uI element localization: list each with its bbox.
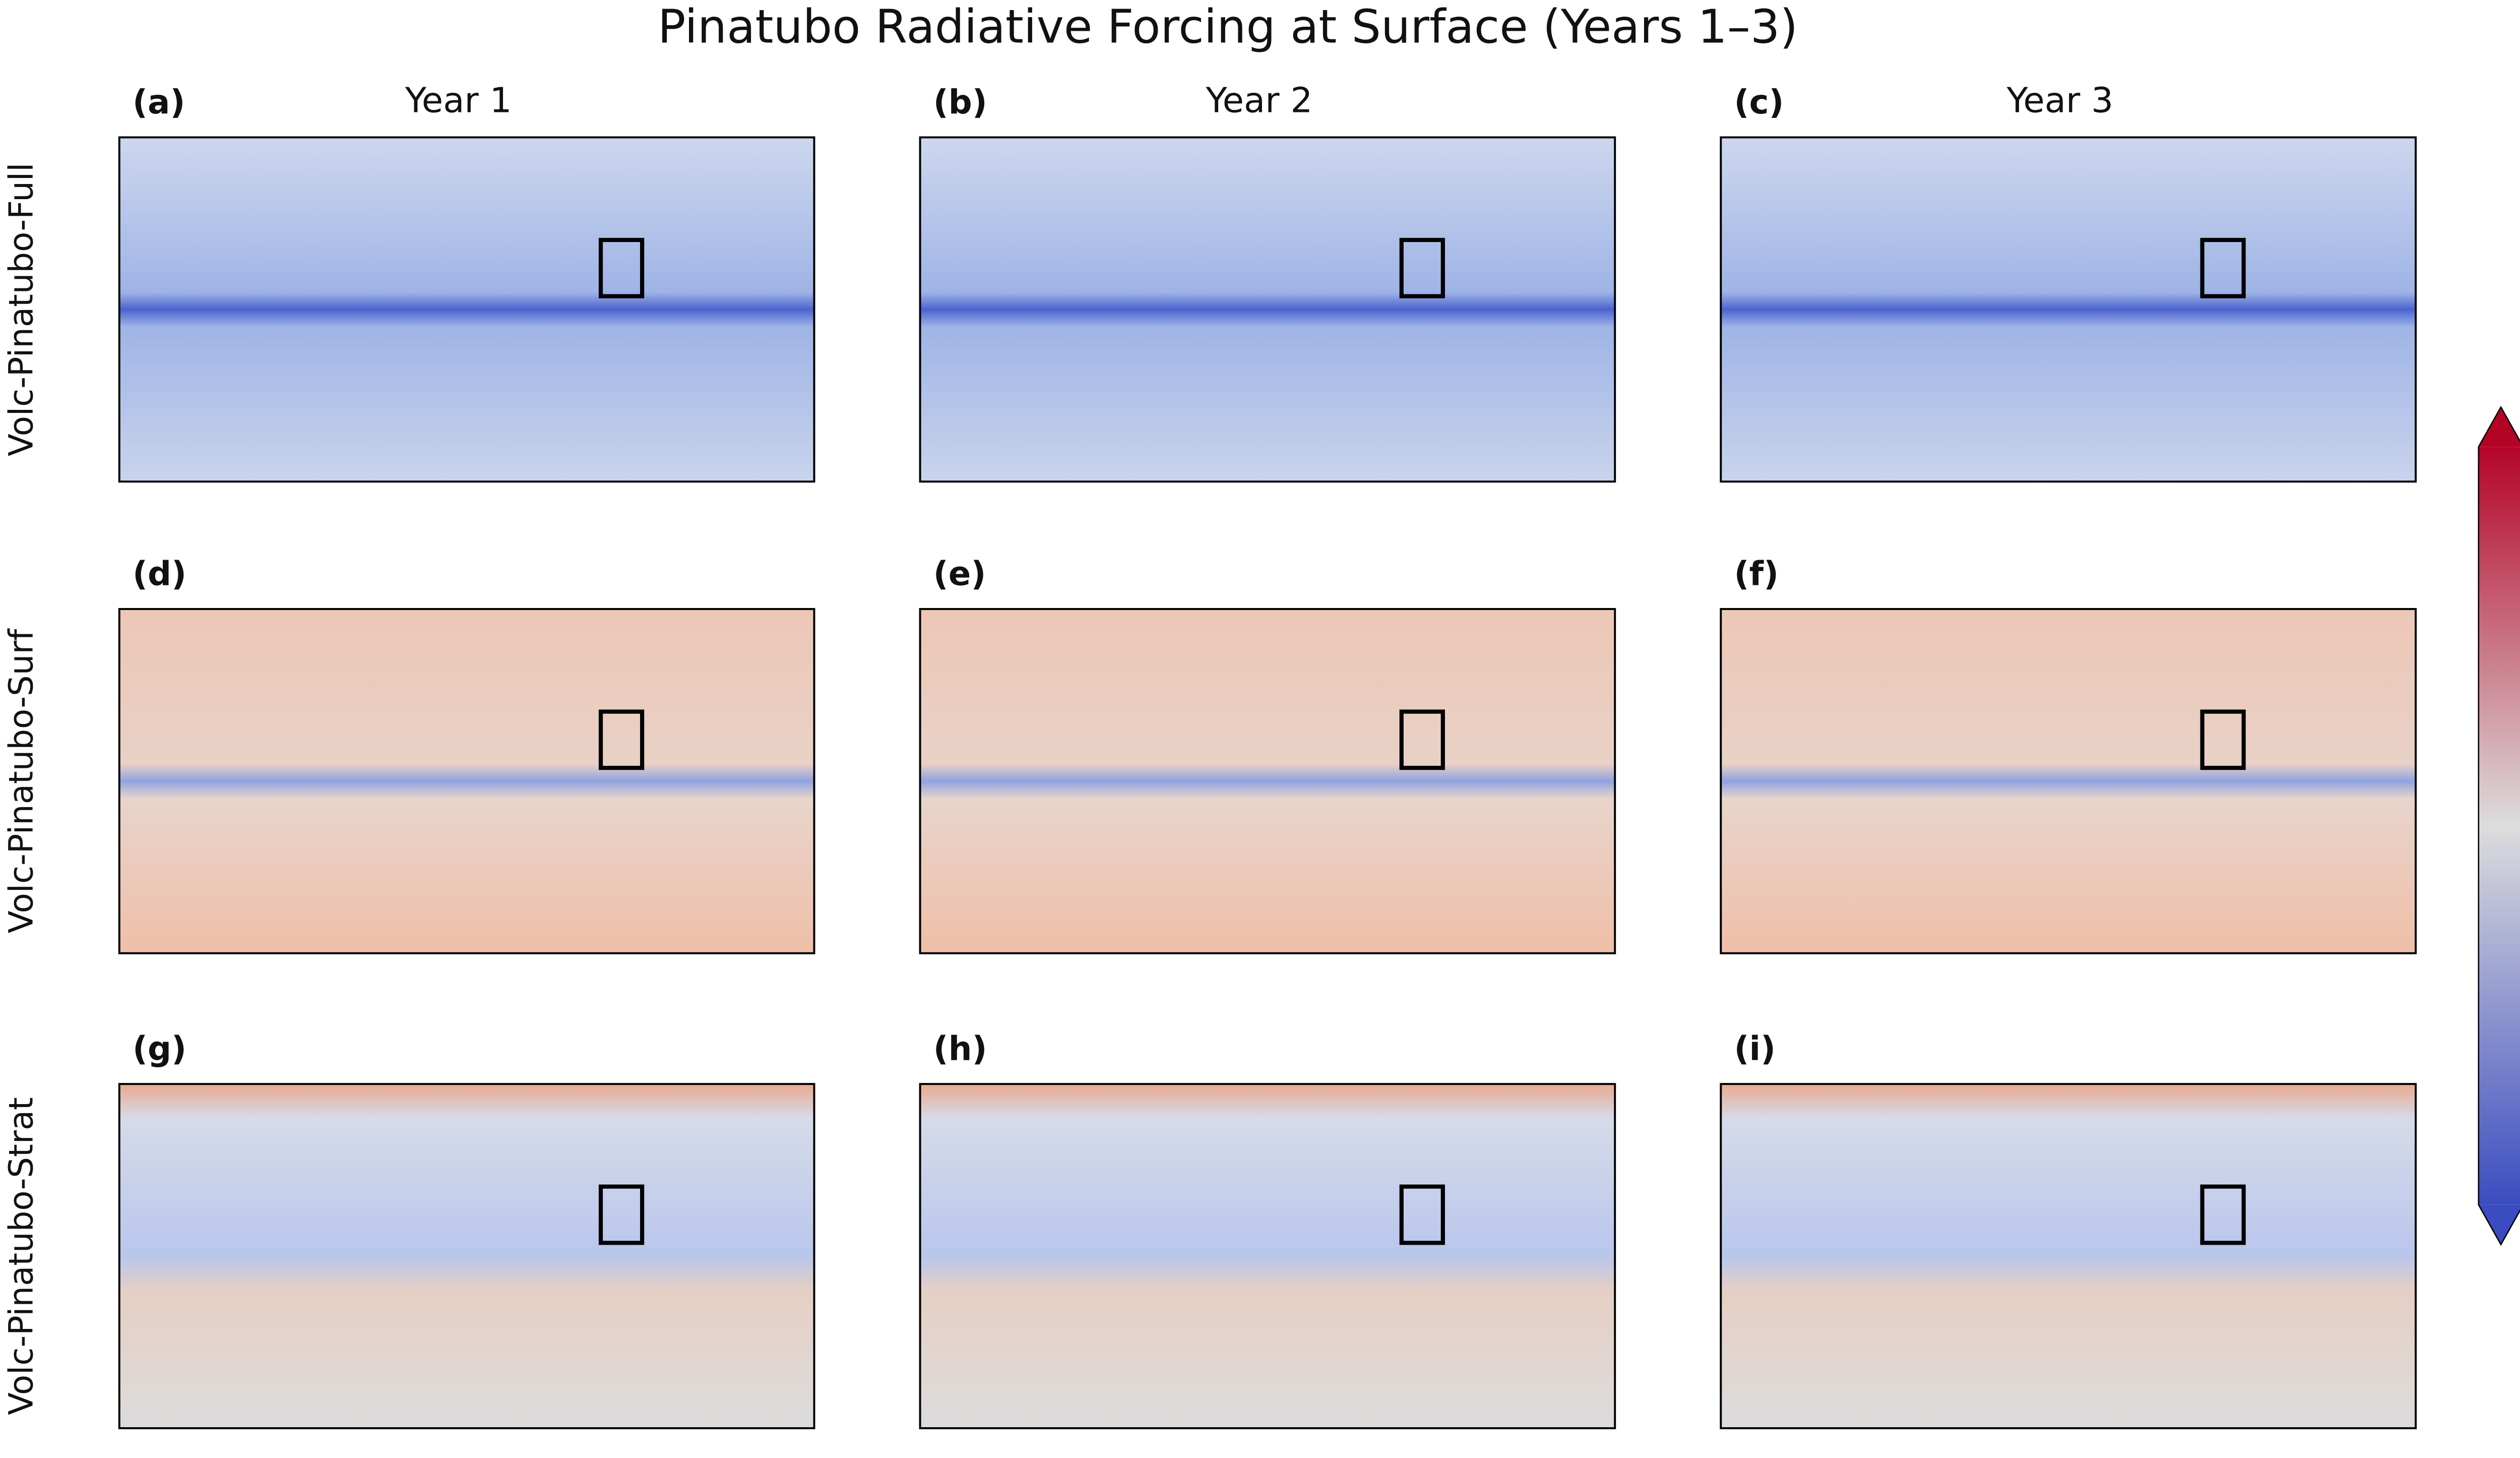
column-title: Year 3 [2006, 81, 2113, 121]
panel-label: (e) [933, 555, 986, 593]
map-field [920, 137, 1615, 482]
panel-label: (f) [1734, 555, 1779, 593]
map-frame [118, 608, 815, 954]
map-field [119, 609, 814, 953]
panel-label: (c) [1734, 83, 1784, 122]
panel-label: (i) [1734, 1030, 1776, 1068]
map-field [119, 1084, 814, 1428]
map-field [1721, 609, 2416, 953]
region-box [2200, 237, 2246, 298]
chart-title: Pinatubo Radiative Forcing at Surface (Y… [658, 0, 1798, 53]
region-box [1399, 709, 1445, 770]
map-frame [919, 608, 1616, 954]
region-box [1399, 1184, 1445, 1245]
region-box [598, 1184, 645, 1245]
map-frame [1720, 608, 2417, 954]
colorbar-outline [2478, 405, 2520, 1246]
map-frame [118, 136, 815, 483]
region-box [598, 237, 645, 298]
map-field [920, 609, 1615, 953]
map-field [119, 137, 814, 482]
map-frame [1720, 1083, 2417, 1429]
region-box [2200, 709, 2246, 770]
map-frame [919, 1083, 1616, 1429]
map-frame [118, 1083, 815, 1429]
colorbar-extend-max [2478, 407, 2520, 447]
colorbar [2478, 447, 2520, 1205]
map-frame [919, 136, 1616, 483]
row-label: Volc-Pinatubo-Surf [2, 628, 40, 934]
panel-label: (b) [933, 83, 987, 122]
column-title: Year 1 [405, 81, 512, 121]
map-field [1721, 1084, 2416, 1428]
panel-label: (g) [133, 1030, 186, 1068]
map-field [1721, 137, 2416, 482]
row-label: Volc-Pinatubo-Full [2, 163, 40, 457]
panel-label: (h) [933, 1030, 987, 1068]
region-box [598, 709, 645, 770]
map-frame [1720, 136, 2417, 483]
region-box [1399, 237, 1445, 298]
panel-label: (a) [133, 83, 185, 122]
row-label: Volc-Pinatubo-Strat [2, 1097, 40, 1415]
colorbar-extend-min [2478, 1204, 2520, 1245]
column-title: Year 2 [1206, 81, 1313, 121]
region-box [2200, 1184, 2246, 1245]
panel-label: (d) [133, 555, 186, 593]
map-field [920, 1084, 1615, 1428]
